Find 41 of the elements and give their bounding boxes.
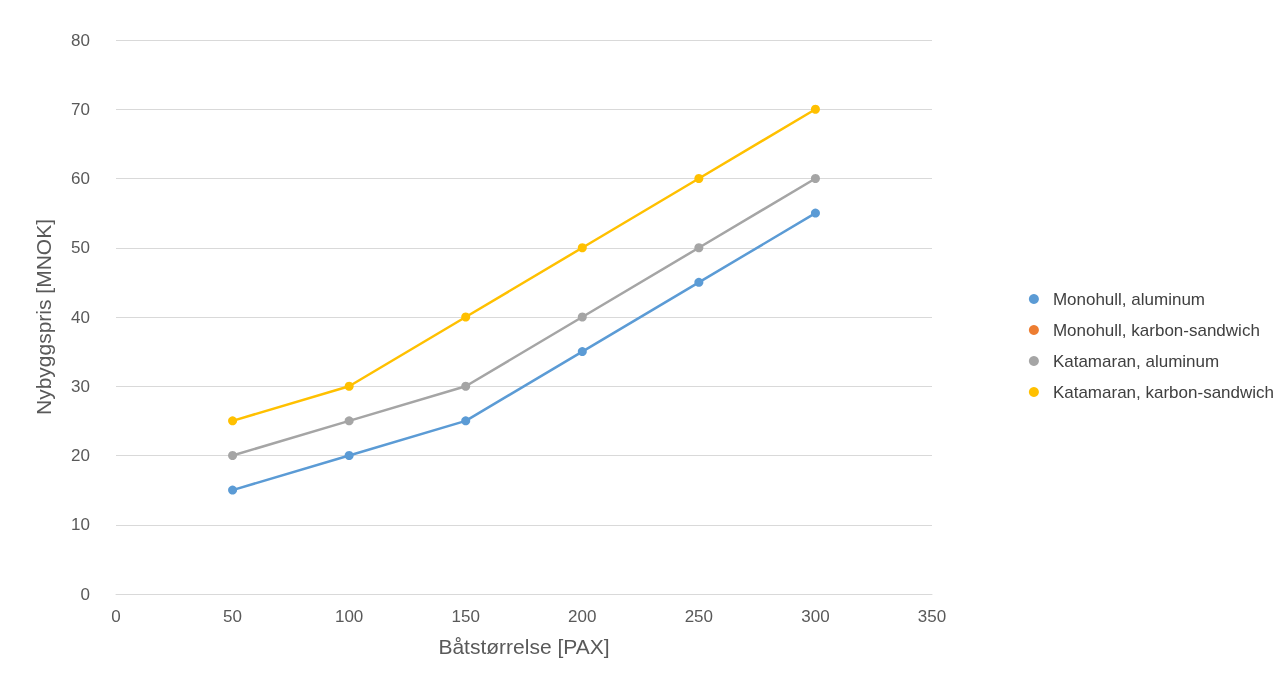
x-axis-title: Båtstørrelse [PAX]	[438, 635, 610, 658]
point	[577, 347, 587, 357]
legend-label: Monohull, karbon-sandwich	[1052, 320, 1260, 340]
y-tick-label: 50	[71, 238, 90, 258]
x-tick-label: 50	[223, 607, 243, 626]
point	[228, 416, 238, 426]
point	[344, 416, 354, 426]
point	[461, 381, 471, 391]
point	[810, 104, 820, 114]
x-tick-label: 300	[801, 607, 830, 626]
point	[694, 277, 704, 287]
y-tick-label: 0	[80, 584, 90, 604]
x-tick-label: 200	[568, 607, 597, 626]
y-axis-title: Nybyggspris [MNOK]	[32, 218, 55, 416]
point	[228, 451, 238, 460]
y-tick-label: 60	[71, 169, 90, 188]
y-tick-label: 70	[71, 99, 90, 119]
x-tick-label: 250	[684, 607, 714, 626]
y-tick-label: 80	[71, 30, 90, 50]
point	[228, 485, 238, 495]
x-tick-label: 100	[334, 607, 364, 626]
y-tick-label: 40	[71, 307, 90, 327]
point	[344, 451, 354, 460]
point	[694, 174, 704, 183]
y-tick-label: 10	[71, 515, 90, 535]
x-tick-label: 0	[111, 607, 121, 626]
y-tick-label: 30	[71, 376, 90, 396]
point	[577, 312, 587, 322]
legend-label: Monohull, aluminum	[1052, 289, 1206, 309]
point	[810, 174, 820, 183]
point	[461, 312, 471, 322]
point	[344, 381, 354, 391]
point	[577, 243, 587, 253]
legend-label: Katamaran, aluminum	[1052, 351, 1220, 371]
x-tick-label: 150	[451, 607, 480, 626]
legend-label: Katamaran, karbon-sandwich	[1052, 382, 1275, 402]
point	[461, 416, 471, 426]
x-tick-label: 350	[917, 607, 947, 626]
point	[810, 208, 820, 218]
y-tick-label: 20	[71, 446, 90, 465]
point	[694, 243, 704, 253]
